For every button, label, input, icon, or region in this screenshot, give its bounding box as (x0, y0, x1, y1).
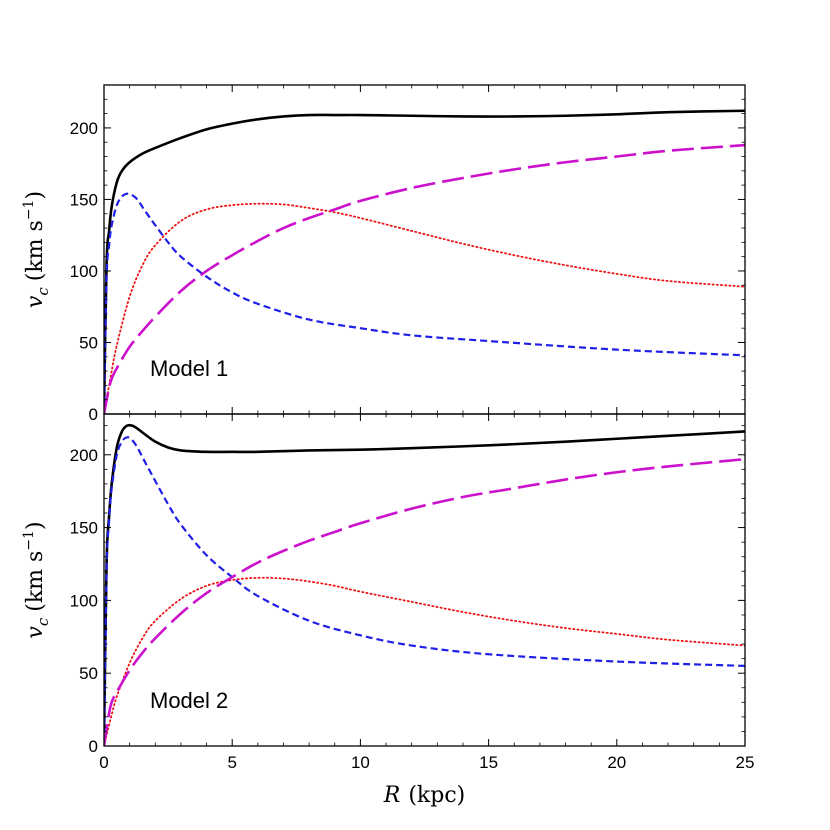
series-line-halo (104, 143, 745, 414)
series-group (104, 109, 745, 414)
y-axis-label: vc(km s−1) (21, 191, 52, 308)
y-tick-label: 0 (89, 737, 98, 756)
model-label: Model 1 (150, 356, 228, 381)
series-line-bulge (104, 192, 745, 414)
y-tick-label: 200 (70, 119, 98, 138)
x-tick-label: 0 (99, 753, 108, 772)
y-tick-label: 50 (79, 333, 98, 352)
panel-model-2: 0 50 100 150 200 Model 2 vc(km s−1) (21, 413, 746, 756)
series-line-halo (104, 457, 745, 746)
series-group (104, 423, 745, 746)
series-line-bulge (104, 436, 745, 746)
y-tick-label: 0 (89, 405, 98, 424)
series-line-disk (104, 576, 745, 746)
x-tick-label: 10 (351, 753, 370, 772)
y-tick-label: 200 (70, 446, 98, 465)
shared-x-axis: 0 5 10 15 20 25 R (kpc) (99, 753, 754, 808)
model-label: Model 2 (150, 688, 228, 713)
x-tick-label: 25 (736, 753, 755, 772)
plot-frame (103, 413, 746, 747)
y-tick-label: 100 (70, 591, 98, 610)
y-tick-label: 150 (70, 519, 98, 538)
x-tick-label: 20 (607, 753, 626, 772)
y-tick-label: 150 (70, 190, 98, 209)
y-tick-label: 100 (70, 262, 98, 281)
x-tick-label: 5 (227, 753, 236, 772)
y-tick-label: 50 (79, 664, 98, 683)
y-axis-label: vc(km s−1) (21, 521, 52, 638)
x-tick-label: 15 (479, 753, 498, 772)
series-line-total (104, 109, 745, 414)
x-axis-label: R (kpc) (383, 783, 465, 808)
series-line-disk (104, 202, 745, 414)
